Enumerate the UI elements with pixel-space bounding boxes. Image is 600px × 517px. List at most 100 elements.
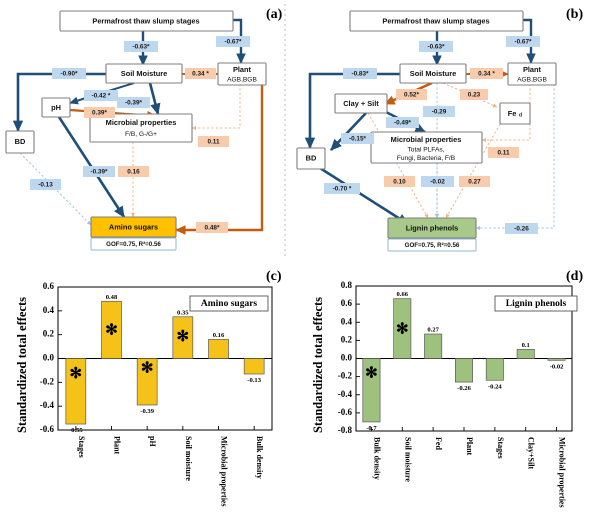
- node-bd-b[interactable]: BD: [296, 147, 326, 170]
- x-tick-label: Microbial properties: [220, 436, 229, 507]
- y-tick-label: 0.8: [341, 280, 353, 290]
- bar[interactable]: [393, 298, 412, 359]
- y-tick-label: -0.4: [338, 389, 353, 399]
- panel-a: (a) Permafrost thaw slump stages: [5, 7, 283, 251]
- bar[interactable]: [485, 358, 504, 381]
- bar-value-label: 0.66: [397, 291, 409, 298]
- bar-value-label: -0.02: [550, 363, 564, 370]
- node-amino-sugars[interactable]: Amino sugars GOF=0.75, R²=0.56: [90, 216, 177, 251]
- y-tick-label: 0.2: [43, 329, 55, 339]
- bar[interactable]: [547, 358, 566, 361]
- coef-b-soilmoisture-plant: 0.34 *: [470, 68, 503, 79]
- node-clay-silt-b-label: Clay + Silt: [343, 99, 379, 108]
- coef-label: 0.34 *: [192, 71, 209, 78]
- node-ph-a-label: pH: [51, 103, 61, 112]
- node-clay-silt-b[interactable]: Clay + Silt: [334, 93, 388, 114]
- node-plant-a-sub: AGB,BGB: [227, 76, 257, 83]
- coef-label: 0.11: [497, 150, 510, 157]
- coef-a-soilmoisture-bd: -0.90*: [52, 68, 86, 79]
- coef-label: 0.27: [468, 179, 481, 186]
- node-microbial-a-label: Microbial properties: [106, 118, 177, 127]
- coef-b-soilmoisture-bd: -0.83*: [343, 68, 377, 79]
- node-plant-b[interactable]: Plant AGB,BGB: [507, 62, 557, 86]
- bar[interactable]: [516, 349, 535, 359]
- node-plant-a[interactable]: Plant AGB,BGB: [217, 62, 267, 86]
- panel-c-ylabel: Standardized total effects: [15, 297, 29, 433]
- coef-label: -0.02: [430, 179, 445, 186]
- coef-b-soilmoisture-claysilt: 0.52*: [396, 89, 427, 100]
- bar[interactable]: [65, 358, 87, 425]
- bar[interactable]: [172, 316, 194, 359]
- node-stages-a[interactable]: Permafrost thaw slump stages: [59, 10, 234, 32]
- node-microbial-a-sub: F/B, G-/G+: [125, 131, 157, 138]
- coef-a-plant-microbial: 0.11: [198, 136, 229, 147]
- coef-label: -0.67*: [224, 39, 242, 46]
- panel-d-chart: (d) Standardized total effects 0.8 0.6 0.4…: [311, 269, 583, 508]
- y-tick-label: -0.2: [40, 376, 55, 386]
- bar[interactable]: [208, 339, 229, 359]
- coef-a-ph-aminosugars: -0.39*: [83, 166, 115, 177]
- x-tick-label: Plant: [113, 436, 122, 455]
- bar[interactable]: [136, 358, 158, 406]
- node-bd-a[interactable]: BD: [5, 130, 35, 154]
- coef-a-soilmoisture-plant: 0.34 *: [185, 68, 216, 79]
- node-lignin-phenols[interactable]: Lignin phenols GOF=0.75, R²=0.56: [387, 217, 477, 252]
- x-tick-label: Bulk density: [255, 436, 264, 479]
- node-soil-moisture-b[interactable]: Soil Moisture: [399, 63, 467, 84]
- panel-d-legend-label: Lignin phenols: [506, 299, 567, 309]
- coef-label: 0.11: [207, 139, 220, 146]
- node-microbial-a[interactable]: Microbial properties F/B, G-/G+: [89, 113, 193, 143]
- coef-a-soilmoisture-microbial: -0.39*: [117, 97, 150, 108]
- bar-value-label: 0.16: [213, 332, 225, 339]
- significance-star: ✻: [177, 329, 190, 345]
- node-microbial-b-sub2: Fungi, Bacteria, F/B: [397, 155, 456, 162]
- node-fed-b-subscript: d: [519, 113, 522, 119]
- bar-value-label: 0.35: [177, 309, 189, 316]
- bar-value-label: -0.55: [69, 427, 83, 434]
- coef-b-claysilt-bd: -0.15*: [341, 133, 374, 144]
- coef-b-plant-microbial: 0.11: [488, 147, 519, 158]
- panel-d-legend: Lignin phenols: [494, 295, 578, 312]
- coef-a-bd-aminosugars: -0.13: [30, 179, 61, 190]
- coef-a-soilmoisture-ph: -0.42 *: [84, 90, 118, 101]
- coef-b-claysilt-microbial: -0.49*: [386, 117, 419, 128]
- x-tick-label: Fed: [434, 437, 443, 450]
- node-soil-moisture-a[interactable]: Soil Moisture: [105, 63, 183, 84]
- y-tick-label: 0.2: [341, 334, 353, 344]
- node-fed-b-label: Fe: [508, 109, 517, 118]
- coef-label: -0.90*: [60, 71, 78, 78]
- node-stages-a-label: Permafrost thaw slump stages: [92, 16, 199, 25]
- coef-label: -0.39*: [90, 169, 108, 176]
- bar[interactable]: [362, 358, 381, 423]
- node-plant-a-label: Plant: [233, 65, 252, 74]
- path-soilmoisture-microbial: [148, 82, 161, 116]
- path-b-soilmoisture-bd: [304, 72, 412, 150]
- node-stages-b-label: Permafrost thaw slump stages: [382, 16, 489, 25]
- node-fed-b[interactable]: Fe d: [499, 102, 531, 125]
- node-lignin-phenols-gof: GOF=0.75, R²=0.56: [405, 242, 460, 249]
- significance-star: ✻: [70, 366, 83, 382]
- bar[interactable]: [424, 333, 443, 359]
- x-tick-label: Stages: [77, 436, 86, 458]
- bar[interactable]: [455, 358, 473, 383]
- node-bd-b-label: BD: [306, 153, 317, 162]
- node-microbial-b[interactable]: Microbial properties Total PLFAs, Fungi,…: [370, 131, 483, 164]
- significance-star: ✻: [141, 360, 154, 376]
- node-stages-b[interactable]: Permafrost thaw slump stages: [349, 10, 524, 32]
- coef-label: 0.48*: [205, 225, 220, 232]
- coef-label: -0.29: [432, 109, 447, 116]
- path-b-soilmoisture-fed: [442, 82, 498, 108]
- coef-b-soilmoisture-fed: 0.23: [460, 89, 488, 100]
- coef-b-stages-plant: -0.67*: [506, 36, 540, 47]
- bar[interactable]: [243, 358, 265, 375]
- panel-d-ylabel: Standardized total effects: [311, 297, 325, 433]
- coef-label: -0.39*: [125, 100, 143, 107]
- coef-b-bd-lignin: -0.70 *: [324, 183, 360, 194]
- y-tick-label: -0.2: [338, 371, 353, 381]
- bar[interactable]: [101, 300, 122, 359]
- coef-label: -0.49*: [394, 120, 412, 127]
- node-ph-a[interactable]: pH: [41, 97, 71, 118]
- coef-a-ph-microbial: 0.39*: [84, 107, 115, 118]
- bar-value-label: -0.24: [488, 383, 502, 390]
- path-b-claysilt-bd: [330, 112, 367, 151]
